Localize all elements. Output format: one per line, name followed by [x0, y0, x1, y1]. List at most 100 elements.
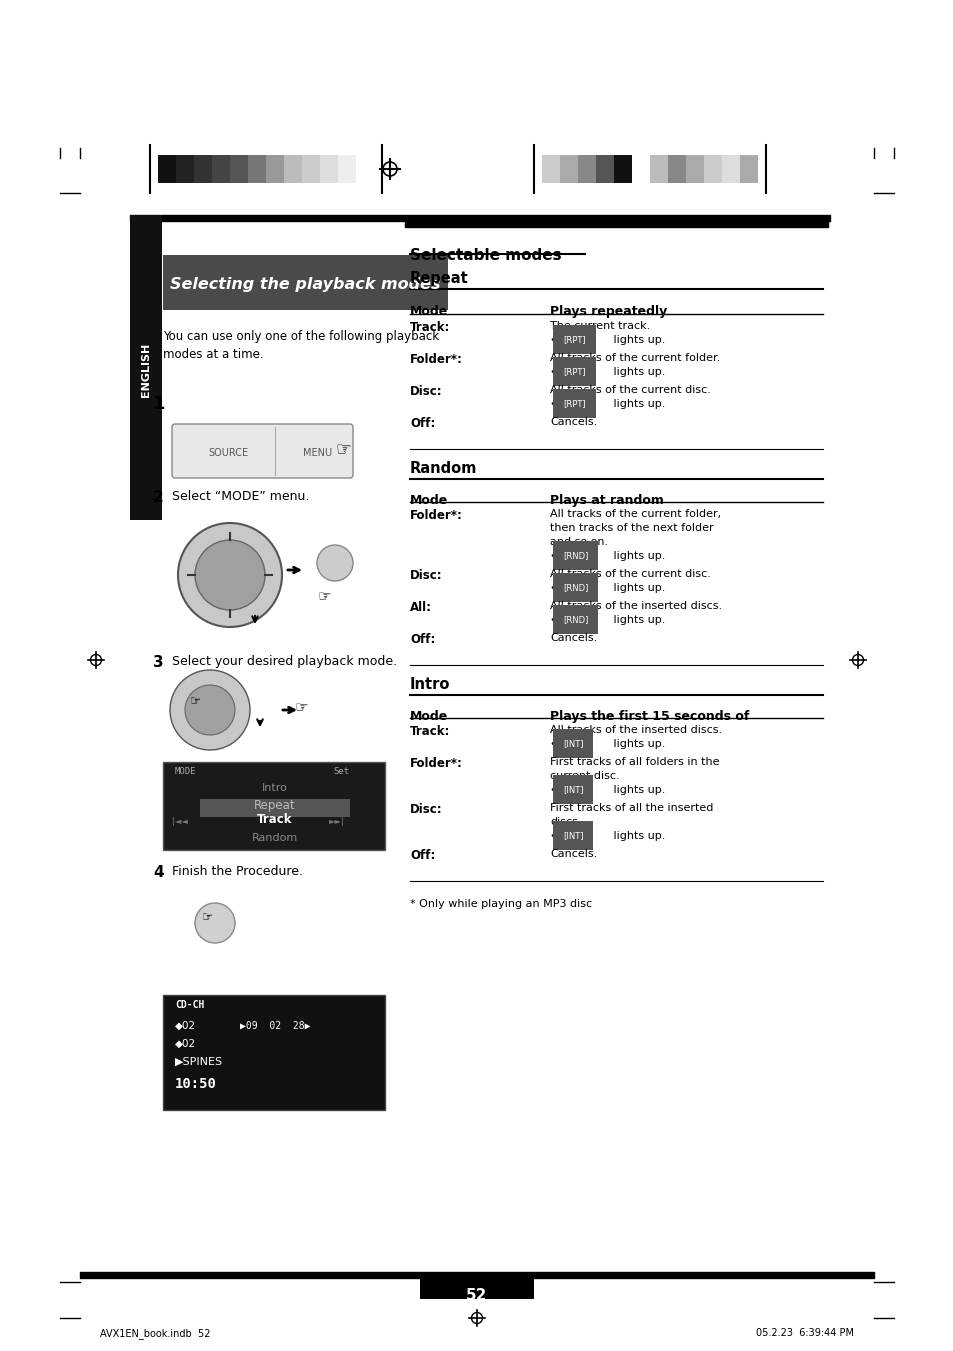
- Text: Repeat: Repeat: [410, 272, 468, 286]
- Text: MENU: MENU: [303, 449, 333, 458]
- Text: 05.2.23  6:39:44 PM: 05.2.23 6:39:44 PM: [755, 1328, 853, 1337]
- Bar: [355, 155, 374, 182]
- Text: Disc:: Disc:: [410, 802, 442, 816]
- Text: then tracks of the next folder: then tracks of the next folder: [550, 523, 713, 534]
- Text: Folder*:: Folder*:: [410, 757, 462, 770]
- Text: Plays the first 15 seconds of: Plays the first 15 seconds of: [550, 711, 749, 723]
- Text: Disc:: Disc:: [410, 385, 442, 399]
- Text: 2: 2: [152, 490, 164, 505]
- Circle shape: [194, 902, 234, 943]
- Text: 10:50: 10:50: [174, 1077, 216, 1092]
- Text: ◆02: ◆02: [174, 1039, 196, 1048]
- Text: Off:: Off:: [410, 848, 435, 862]
- Bar: [578, 155, 596, 182]
- Text: Repeat: Repeat: [253, 798, 295, 812]
- Text: Off:: Off:: [410, 417, 435, 430]
- Text: First tracks of all the inserted: First tracks of all the inserted: [550, 802, 713, 813]
- Bar: [284, 155, 302, 182]
- Text: and so on.: and so on.: [550, 536, 607, 547]
- Text: Select your desired playback mode.: Select your desired playback mode.: [172, 655, 396, 667]
- Text: |◄◄: |◄◄: [172, 817, 188, 825]
- Text: ☞: ☞: [202, 911, 213, 924]
- Text: Track:: Track:: [410, 322, 450, 334]
- Text: [INT]: [INT]: [562, 831, 583, 840]
- Text: lights up.: lights up.: [609, 399, 664, 409]
- Circle shape: [194, 540, 265, 611]
- Text: Selecting the playback modes: Selecting the playback modes: [170, 277, 439, 293]
- Text: Plays repeatedly: Plays repeatedly: [550, 305, 666, 317]
- Text: ►►|: ►►|: [329, 817, 345, 825]
- Text: First tracks of all folders in the: First tracks of all folders in the: [550, 757, 719, 767]
- Bar: [667, 155, 685, 182]
- Text: ▶SPINES: ▶SPINES: [174, 1056, 223, 1067]
- Text: MODE: MODE: [174, 767, 196, 775]
- Text: Random: Random: [252, 834, 297, 843]
- Bar: [130, 215, 162, 520]
- Text: •: •: [550, 785, 559, 794]
- Text: Track: Track: [257, 813, 293, 825]
- Bar: [419, 1275, 534, 1300]
- Text: SOURCE: SOURCE: [208, 449, 248, 458]
- Text: Set: Set: [334, 767, 350, 775]
- Bar: [212, 155, 230, 182]
- Text: ◆02: ◆02: [174, 1021, 196, 1031]
- Text: Mode: Mode: [410, 494, 448, 507]
- Text: •: •: [550, 584, 559, 593]
- Text: Intro: Intro: [262, 784, 288, 793]
- Text: lights up.: lights up.: [609, 615, 664, 626]
- Text: All tracks of the current folder,: All tracks of the current folder,: [550, 509, 720, 519]
- Text: •: •: [550, 335, 559, 345]
- Text: All tracks of the current disc.: All tracks of the current disc.: [550, 385, 710, 394]
- Text: •: •: [550, 551, 559, 561]
- Bar: [200, 798, 350, 817]
- Bar: [163, 762, 385, 850]
- Text: * Only while playing an MP3 disc: * Only while playing an MP3 disc: [410, 898, 592, 909]
- Text: [RPT]: [RPT]: [562, 335, 585, 345]
- Text: lights up.: lights up.: [609, 739, 664, 748]
- Text: lights up.: lights up.: [609, 551, 664, 561]
- Bar: [158, 155, 175, 182]
- Text: The current track.: The current track.: [550, 322, 650, 331]
- Text: [INT]: [INT]: [562, 739, 583, 748]
- Text: Finish the Procedure.: Finish the Procedure.: [172, 865, 303, 878]
- Bar: [631, 155, 649, 182]
- Bar: [649, 155, 667, 182]
- Bar: [248, 155, 266, 182]
- Text: [RPT]: [RPT]: [562, 367, 585, 376]
- Circle shape: [185, 685, 234, 735]
- Text: All tracks of the inserted discs.: All tracks of the inserted discs.: [550, 725, 721, 735]
- FancyBboxPatch shape: [172, 424, 353, 478]
- Text: •: •: [550, 399, 559, 409]
- Text: •: •: [550, 367, 559, 377]
- Text: Mode: Mode: [410, 305, 448, 317]
- Bar: [266, 155, 284, 182]
- Text: Off:: Off:: [410, 634, 435, 646]
- Text: All tracks of the inserted discs.: All tracks of the inserted discs.: [550, 601, 721, 611]
- Text: 1: 1: [152, 394, 165, 413]
- Text: •: •: [550, 831, 559, 842]
- Text: Random: Random: [410, 461, 476, 476]
- Bar: [230, 155, 248, 182]
- Bar: [175, 155, 193, 182]
- Text: [INT]: [INT]: [562, 785, 583, 794]
- Text: Cancels.: Cancels.: [550, 634, 597, 643]
- Text: ☞: ☞: [190, 694, 201, 708]
- Text: current disc.: current disc.: [550, 771, 619, 781]
- Text: 52: 52: [466, 1288, 487, 1302]
- Bar: [193, 155, 212, 182]
- Text: ☞: ☞: [335, 440, 351, 458]
- Text: Disc:: Disc:: [410, 569, 442, 582]
- Bar: [302, 155, 319, 182]
- Circle shape: [316, 544, 353, 581]
- Bar: [163, 255, 448, 309]
- Text: ☞: ☞: [317, 589, 332, 604]
- Bar: [163, 994, 385, 1111]
- Bar: [596, 155, 614, 182]
- Circle shape: [170, 670, 250, 750]
- Text: lights up.: lights up.: [609, 367, 664, 377]
- Bar: [559, 155, 578, 182]
- Text: Folder*:: Folder*:: [410, 353, 462, 366]
- Text: All:: All:: [410, 601, 432, 613]
- Text: Plays at random: Plays at random: [550, 494, 663, 507]
- Text: 3: 3: [152, 655, 164, 670]
